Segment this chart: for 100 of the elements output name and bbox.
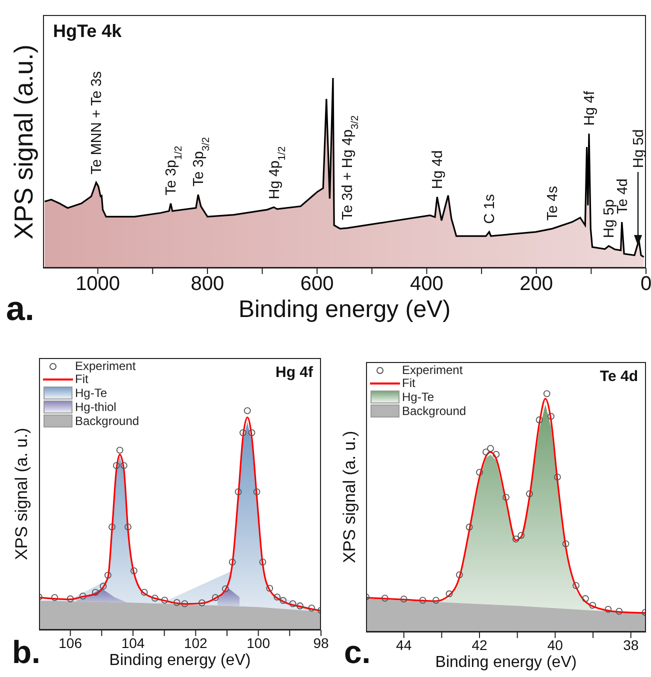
x-tick-label: 104 — [121, 634, 145, 651]
point — [100, 582, 107, 590]
point — [482, 448, 490, 456]
point — [198, 599, 206, 606]
point — [151, 594, 158, 602]
point — [446, 590, 453, 598]
legend-label: Hg-Te — [402, 390, 434, 404]
point — [212, 594, 219, 601]
point — [79, 592, 86, 600]
point — [589, 602, 596, 609]
point — [116, 446, 124, 454]
chart-title: Hg 4f — [276, 364, 313, 381]
point — [512, 536, 520, 542]
legend-label: Experiment — [402, 363, 463, 377]
text: c. — [344, 634, 371, 670]
x-tick-label: 38 — [623, 636, 639, 653]
x-tick-label: 44 — [396, 636, 412, 653]
y-axis-title: XPS signal (a. u.) — [340, 430, 360, 564]
annotation: Hg 5d — [631, 129, 647, 168]
text: b. — [12, 634, 40, 670]
legend-label: Fit — [75, 372, 88, 386]
x-tick-label: 106 — [58, 634, 82, 651]
legend-label: Background — [402, 404, 466, 418]
x-tick-label: 0 — [640, 273, 651, 296]
y-axis-title: XPS signal (a. u.) — [12, 428, 32, 560]
point — [259, 558, 266, 566]
point — [66, 595, 74, 602]
point — [222, 585, 229, 592]
x-tick-label: 800 — [190, 273, 224, 296]
point — [487, 445, 494, 452]
point — [381, 594, 388, 602]
point — [400, 596, 408, 603]
chart-title: Te 4d — [600, 368, 638, 385]
point — [476, 468, 483, 476]
x-tick-label: 400 — [410, 273, 444, 296]
x-tick-label: 42 — [472, 636, 488, 653]
point — [548, 412, 554, 420]
point — [616, 608, 623, 615]
point — [274, 594, 281, 601]
point — [296, 602, 304, 610]
annotation: Hg 4d — [430, 150, 446, 189]
x-tick-label: 200 — [520, 273, 554, 296]
chart-title: HgTe 4k — [53, 21, 122, 42]
point — [419, 596, 426, 604]
x-tick-label: 1000 — [76, 273, 120, 296]
x-tick-label: 600 — [300, 273, 334, 296]
legend-label: Experiment — [75, 359, 136, 373]
legend-label: Hg-Te — [75, 386, 108, 400]
point — [108, 523, 116, 530]
point — [240, 429, 246, 436]
point — [104, 572, 112, 579]
point — [248, 429, 256, 436]
x-tick-label: 98 — [313, 634, 329, 651]
text: a. — [6, 290, 34, 328]
x-tick-label: 100 — [246, 634, 270, 651]
point — [289, 600, 296, 608]
annotation: Te 4s — [545, 186, 562, 221]
point — [543, 390, 550, 398]
point — [280, 596, 287, 604]
annotation: C 1s — [482, 194, 498, 224]
annotation: Te MNN + Te 3s — [89, 71, 106, 174]
legend-label: Fit — [402, 376, 416, 390]
point — [536, 416, 543, 424]
point — [554, 474, 561, 481]
point — [140, 588, 148, 596]
x-tick-label: 102 — [184, 634, 208, 651]
point — [604, 606, 612, 613]
point — [466, 524, 473, 531]
x-axis-title: Binding energy (eV) — [108, 652, 252, 670]
point — [112, 462, 120, 469]
point — [120, 462, 128, 469]
point — [502, 494, 510, 501]
point — [572, 582, 580, 589]
point — [526, 490, 533, 498]
point — [181, 600, 188, 608]
point — [492, 450, 500, 458]
point — [456, 571, 463, 578]
point — [308, 604, 316, 612]
point — [582, 595, 589, 602]
point — [124, 523, 132, 530]
point — [518, 532, 525, 539]
point — [266, 584, 274, 592]
annotation: Hg 4f — [582, 90, 598, 126]
point — [228, 558, 236, 566]
point — [130, 567, 138, 574]
point — [432, 596, 440, 604]
y-axis-title: XPS signal (a.u.) — [8, 44, 40, 240]
point — [173, 599, 180, 606]
x-axis-title: Binding energy (eV) — [237, 296, 452, 324]
legend-label: Background — [75, 414, 140, 428]
point — [253, 488, 260, 496]
point — [234, 488, 242, 496]
legend-label: Hg-thiol — [75, 400, 116, 414]
point — [92, 588, 99, 596]
point — [562, 540, 570, 548]
x-axis-title: Binding energy (eV) — [435, 654, 577, 671]
point — [51, 594, 58, 601]
point — [161, 596, 168, 604]
x-tick-label: 40 — [547, 636, 564, 653]
point — [244, 407, 251, 414]
